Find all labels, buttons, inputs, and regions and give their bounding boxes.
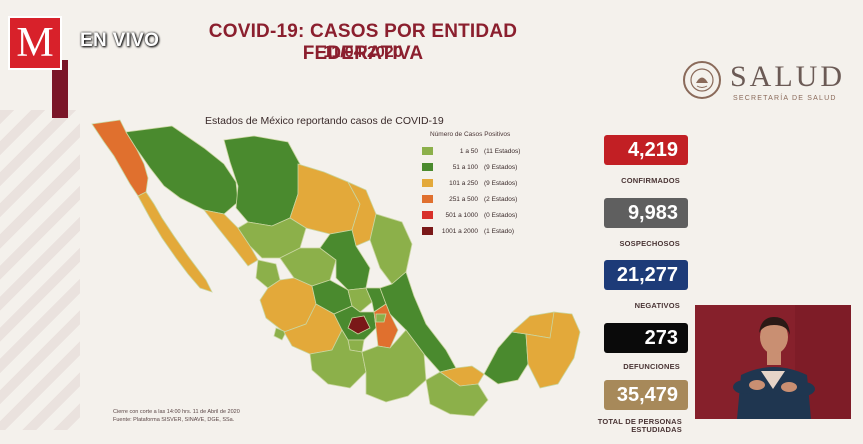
state-chiapas (425, 371, 489, 417)
legend-swatch (422, 179, 433, 187)
legend-count: (1 Estado) (484, 227, 514, 235)
legend-range: 101 a 250 (449, 179, 478, 187)
legend-title: Número de Casos Positivos (430, 131, 511, 138)
confirmed-count: 4,219 (604, 135, 688, 165)
state-queretaro (347, 287, 373, 313)
agency-name: SALUD (730, 60, 846, 93)
legend-range: 1001 a 2000 (441, 227, 478, 235)
legend-item: 251 a 500 (2 Estados) (422, 194, 517, 204)
legend-item: 101 a 250 (9 Estados) (422, 178, 517, 188)
legend-range: 251 a 500 (449, 195, 478, 203)
legend-swatch (422, 163, 433, 171)
state-san-luis-potosi (319, 229, 371, 291)
state-campeche (483, 331, 529, 385)
report-date: 11/04/2020 (323, 44, 403, 61)
legend-count: (9 Estados) (484, 163, 518, 171)
state-quintana-roo (525, 311, 581, 389)
interpreter-figure-icon (695, 305, 851, 419)
footnote-source: Fuente: Plataforma SISVER, SINAVE, DGE, … (113, 417, 235, 423)
legend-count: (2 Estados) (484, 195, 518, 203)
legend-item: 1001 a 2000 (1 Estado) (422, 226, 514, 236)
legend-swatch (422, 147, 433, 155)
deaths-count: 273 (604, 323, 688, 353)
page-title: COVID-19: CASOS POR ENTIDAD FEDERATIVA (208, 21, 518, 64)
legend-swatch (422, 227, 433, 235)
state-colima (273, 327, 287, 341)
state-nuevo-leon (347, 181, 377, 247)
footnote-cutoff: Cierre con corte a las 14:00 hrs. 11 de … (113, 409, 240, 415)
state-cdmx (347, 315, 371, 335)
state-durango (237, 217, 307, 259)
map-title: Estados de México reportando casos de CO… (205, 115, 444, 127)
milenio-logo: M (8, 16, 62, 70)
legend-count: (11 Estados) (484, 147, 521, 155)
background-pattern (0, 110, 80, 430)
legend-range: 501 a 1000 (445, 211, 478, 219)
state-baja-california-sur (137, 191, 213, 293)
state-tlaxcala (375, 313, 387, 323)
sign-language-interpreter-video (695, 305, 851, 419)
accent-bar (52, 60, 68, 118)
agency-subtitle: SECRETARÍA DE SALUD (733, 95, 837, 102)
legend-count: (9 Estados) (484, 179, 518, 187)
national-seal-icon (683, 61, 721, 99)
legend-count: (0 Estados) (484, 211, 518, 219)
total-studied-label: TOTAL DE PERSONAS ESTUDIADAS (597, 417, 682, 434)
legend-swatch (422, 211, 433, 219)
state-coahuila (289, 163, 361, 235)
legend-range: 51 a 100 (452, 163, 478, 171)
legend-item: 501 a 1000 (0 Estados) (422, 210, 517, 220)
negative-label: NEGATIVOS (634, 301, 680, 310)
legend-item: 51 a 100 (9 Estados) (422, 162, 517, 172)
mexico-map (91, 119, 581, 417)
suspected-label: SOSPECHOSOS (619, 239, 680, 248)
negative-count: 21,277 (604, 260, 688, 290)
legend-swatch (422, 195, 433, 203)
confirmed-label: CONFIRMADOS (621, 176, 680, 185)
total-studied-count: 35,479 (604, 380, 688, 410)
legend-range: 1 a 50 (459, 147, 478, 155)
deaths-label: DEFUNCIONES (623, 362, 680, 371)
live-label: EN VIVO (80, 30, 160, 51)
suspected-count: 9,983 (604, 198, 688, 228)
legend-item: 1 a 50 (11 Estados) (422, 146, 520, 156)
footnote: Cierre con corte a las 14:00 hrs. 11 de … (113, 408, 240, 424)
